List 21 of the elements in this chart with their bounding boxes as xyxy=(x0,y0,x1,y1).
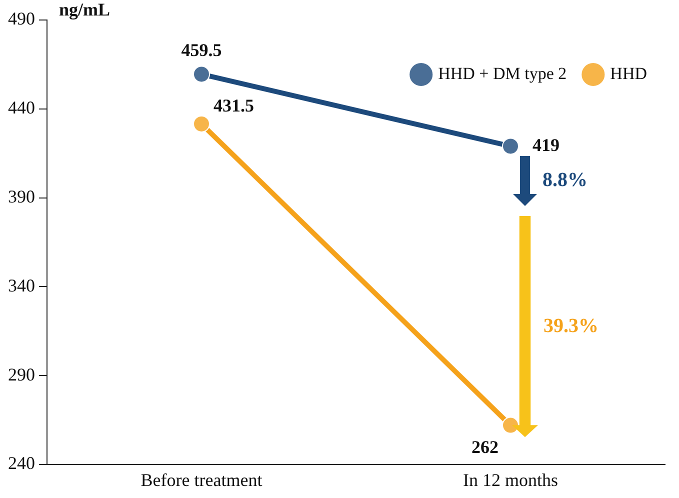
point xyxy=(193,66,210,83)
y-tick-label: 340 xyxy=(8,275,35,296)
data-label: 431.5 xyxy=(214,96,254,116)
legend-label: HHD xyxy=(610,64,648,83)
legend-label: HHD + DM type 2 xyxy=(438,64,567,83)
annotation: 8.8% xyxy=(542,169,588,192)
x-tick-label: Before treatment xyxy=(140,470,262,490)
point xyxy=(502,138,519,155)
y-tick-label: 290 xyxy=(8,364,35,384)
y-tick-label: 490 xyxy=(8,8,35,29)
annotation: 39.3% xyxy=(544,314,598,338)
y-tick-label: 240 xyxy=(8,453,35,474)
y-tick-label: 390 xyxy=(8,186,35,206)
point xyxy=(502,416,519,434)
data-label: 262 xyxy=(472,436,498,457)
point xyxy=(193,115,210,132)
data-label: 459.5 xyxy=(181,40,222,60)
y-axis-title: ng/mL xyxy=(59,0,110,20)
data-label: 419 xyxy=(532,134,560,155)
x-tick-label: In 12 months xyxy=(462,470,558,490)
y-tick-label: 440 xyxy=(8,98,35,118)
